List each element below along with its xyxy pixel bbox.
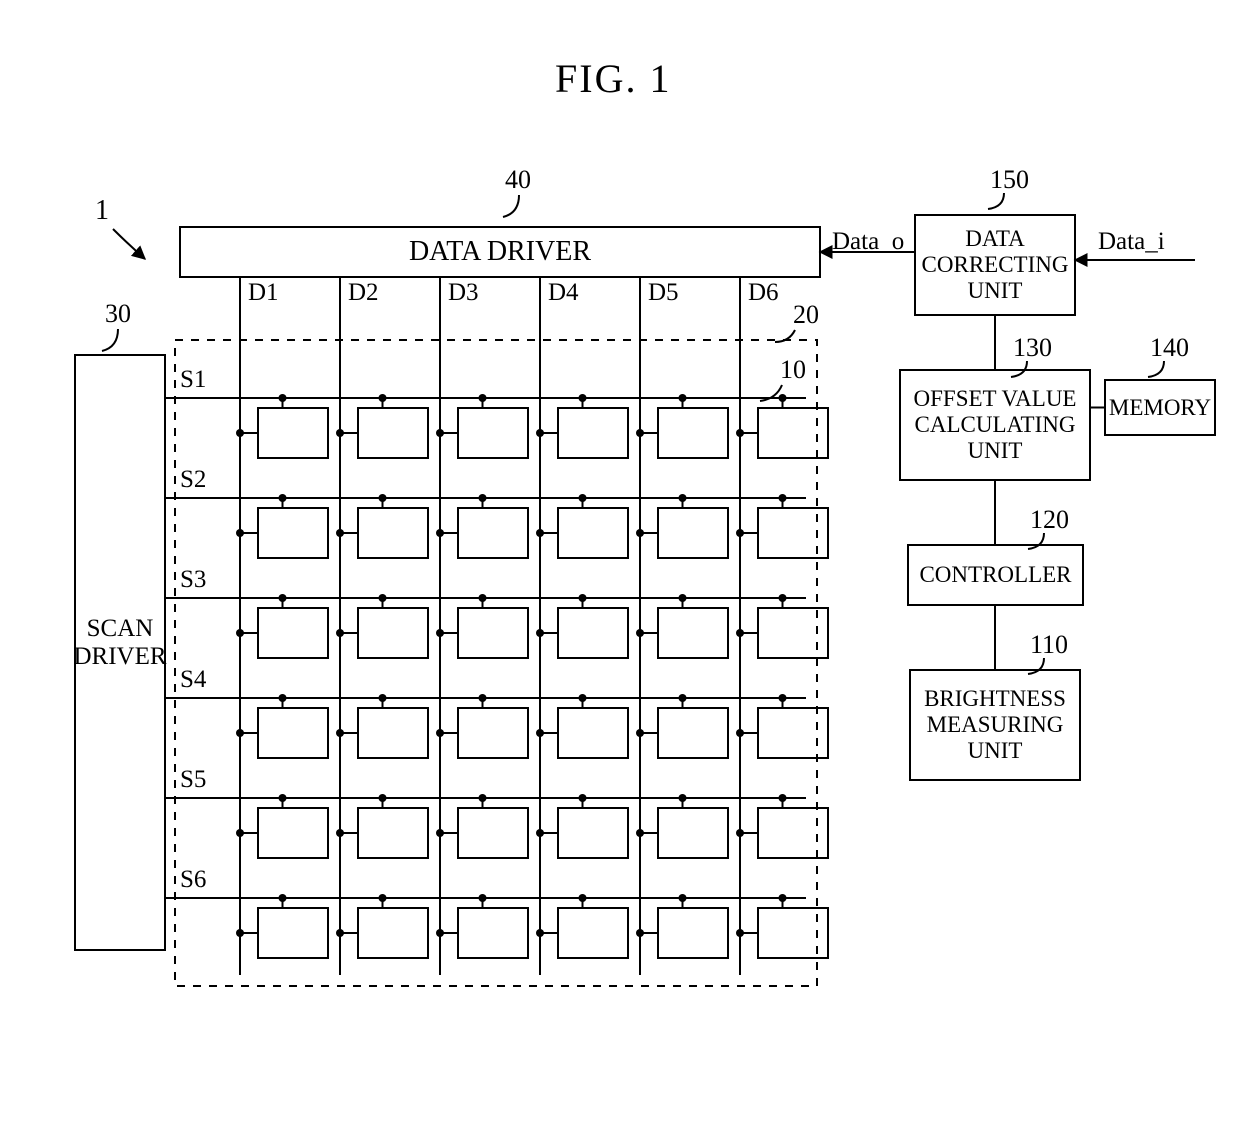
pixel-1-1 — [258, 408, 328, 458]
pixel-5-3 — [458, 808, 528, 858]
brightness-label: BRIGHTNESS MEASURING UNIT — [924, 686, 1066, 764]
ref-20-hook — [775, 330, 795, 342]
memory-label: MEMORY — [1109, 395, 1211, 421]
signal-data-o: Data_o — [832, 228, 904, 256]
ref-140: 140 — [1150, 333, 1189, 363]
scan-line-label-2: S2 — [180, 466, 206, 494]
pixel-2-5 — [658, 508, 728, 558]
ref-1-arrow — [113, 229, 145, 259]
data-line-label-1: D1 — [248, 279, 279, 307]
ref-120-hook — [1028, 533, 1044, 549]
ref-10: 10 — [780, 355, 806, 385]
ref-130: 130 — [1013, 333, 1052, 363]
diagram-svg — [0, 0, 1240, 1121]
pixel-5-5 — [658, 808, 728, 858]
scan-line-label-6: S6 — [180, 866, 206, 894]
ref-150: 150 — [990, 165, 1029, 195]
ref-30-hook — [102, 329, 118, 351]
pixel-5-1 — [258, 808, 328, 858]
ref-140-hook — [1148, 361, 1164, 377]
pixel-4-4 — [558, 708, 628, 758]
data-line-label-3: D3 — [448, 279, 479, 307]
data-line-label-4: D4 — [548, 279, 579, 307]
pixel-3-2 — [358, 608, 428, 658]
pixel-6-1 — [258, 908, 328, 958]
scan-line-label-3: S3 — [180, 566, 206, 594]
data-driver-label: DATA DRIVER — [409, 236, 591, 268]
pixel-4-2 — [358, 708, 428, 758]
ref-150-hook — [988, 193, 1004, 209]
pixel-3-5 — [658, 608, 728, 658]
scan-driver-label: SCAN DRIVER — [73, 615, 166, 671]
controller-label: CONTROLLER — [919, 562, 1071, 588]
ref-110-hook — [1028, 658, 1044, 674]
pixel-4-1 — [258, 708, 328, 758]
pixel-5-2 — [358, 808, 428, 858]
pixel-1-5 — [658, 408, 728, 458]
pixel-6-3 — [458, 908, 528, 958]
pixel-2-1 — [258, 508, 328, 558]
pixel-3-3 — [458, 608, 528, 658]
ref-40-hook — [503, 195, 519, 217]
pixel-4-5 — [658, 708, 728, 758]
scan-line-label-5: S5 — [180, 766, 206, 794]
ref-40: 40 — [505, 165, 531, 195]
ref-20: 20 — [793, 300, 819, 330]
signal-data-i: Data_i — [1098, 228, 1165, 256]
pixel-6-4 — [558, 908, 628, 958]
data_correcting-label: DATA CORRECTING UNIT — [922, 226, 1069, 304]
ref-30: 30 — [105, 299, 131, 329]
scan-line-label-4: S4 — [180, 666, 206, 694]
pixel-4-6 — [758, 708, 828, 758]
ref-1: 1 — [95, 195, 109, 227]
pixel-1-4 — [558, 408, 628, 458]
pixel-3-4 — [558, 608, 628, 658]
pixel-6-2 — [358, 908, 428, 958]
pixel-6-5 — [658, 908, 728, 958]
pixel-3-1 — [258, 608, 328, 658]
ref-120: 120 — [1030, 505, 1069, 535]
pixel-5-4 — [558, 808, 628, 858]
pixel-2-2 — [358, 508, 428, 558]
ref-110: 110 — [1030, 630, 1068, 660]
pixel-2-4 — [558, 508, 628, 558]
figure-page: FIG. 1 SCAN DRIVER30DATA DRIVER4020110D1… — [0, 0, 1240, 1121]
scan-line-label-1: S1 — [180, 366, 206, 394]
data-line-label-5: D5 — [648, 279, 679, 307]
data-line-label-6: D6 — [748, 279, 779, 307]
data-line-label-2: D2 — [348, 279, 379, 307]
pixel-2-3 — [458, 508, 528, 558]
pixel-1-3 — [458, 408, 528, 458]
panel-dashed — [175, 340, 817, 986]
offset_calc-label: OFFSET VALUE CALCULATING UNIT — [914, 386, 1077, 464]
pixel-4-3 — [458, 708, 528, 758]
pixel-1-2 — [358, 408, 428, 458]
